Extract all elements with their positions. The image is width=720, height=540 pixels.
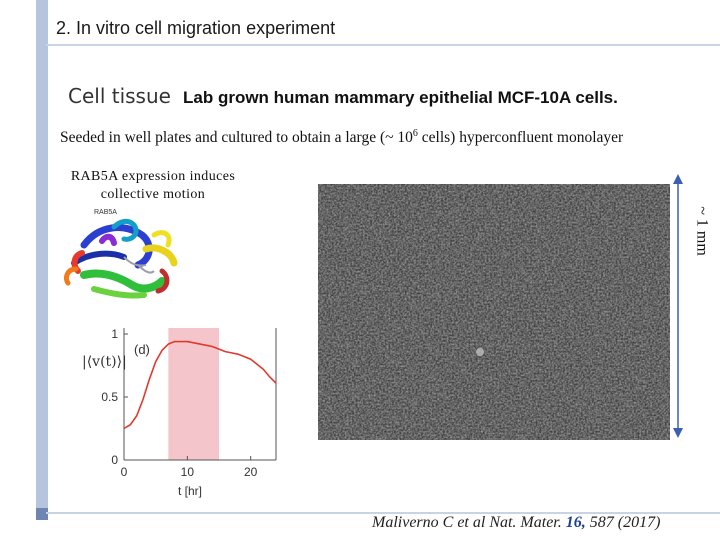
x-axis-label: t [hr] [178,484,202,498]
x-tick-label: 10 [181,465,195,479]
rab5a-caption-line2: collective motion [100,187,206,202]
y-tick-label: 0 [111,453,118,467]
protein-label: RAB5A [94,209,117,216]
series-line [123,340,277,430]
seeded-text-pre: Seeded in well plates and cultured to ob… [60,129,413,147]
cell-monolayer-micrograph [318,184,670,440]
velocity-chart: 00.510 10 20t [hr]|⟨v(t)⟩|(d) [82,327,277,498]
x-tick-label: 0 [121,465,128,479]
citation-volume: 16, [565,514,586,531]
citation-authors: Maliverno C et al Nat. Mater. [372,514,566,531]
velocity-plot: 0 0.5 1 0 10 20 t [hr] |⟨v(t)⟩| (d) [80,300,290,505]
scale-arrow [673,174,683,438]
scale-label: ~ 1 mm [693,206,710,256]
seeded-text-post: cells) hyperconfluent monolayer [417,129,624,147]
y-tick-label: 0.5 [101,390,118,404]
cell-tissue-value: Lab grown human mammary epithelial MCF-1… [183,88,618,107]
left-accent-bar [36,0,48,520]
rab5a-protein-structure: RAB5A [54,205,190,309]
protein-ribbon-image: RAB5A [63,209,178,299]
left-accent-block [36,508,48,520]
rab5a-caption-line1: RAB5A expression induces [70,169,236,184]
scale-label-box: ~ 1 mm [693,206,710,256]
citation: Maliverno C et al Nat. Mater. 16, 587 (2… [372,514,660,532]
seeded-exponent: 6 [412,128,418,139]
micrograph-image [318,184,670,440]
y-axis-label: |⟨v(t)⟩| [82,354,127,370]
cell-tissue-key: Cell tissue [68,84,171,108]
footer-rule [46,512,720,514]
x-tick-label: 20 [244,465,258,479]
y-tick-label: 1 [111,327,118,341]
rab5a-caption: RAB5A expression induces collective moti… [58,168,248,204]
citation-pages: 587 (2017) [585,514,661,531]
shaded-region [168,328,219,460]
slide-title: 2. In vitro cell migration experiment [56,18,336,38]
header-rule [46,44,720,46]
panel-label: (d) [134,342,150,357]
seeded-description: Seeded in well plates and cultured to ob… [60,128,623,147]
